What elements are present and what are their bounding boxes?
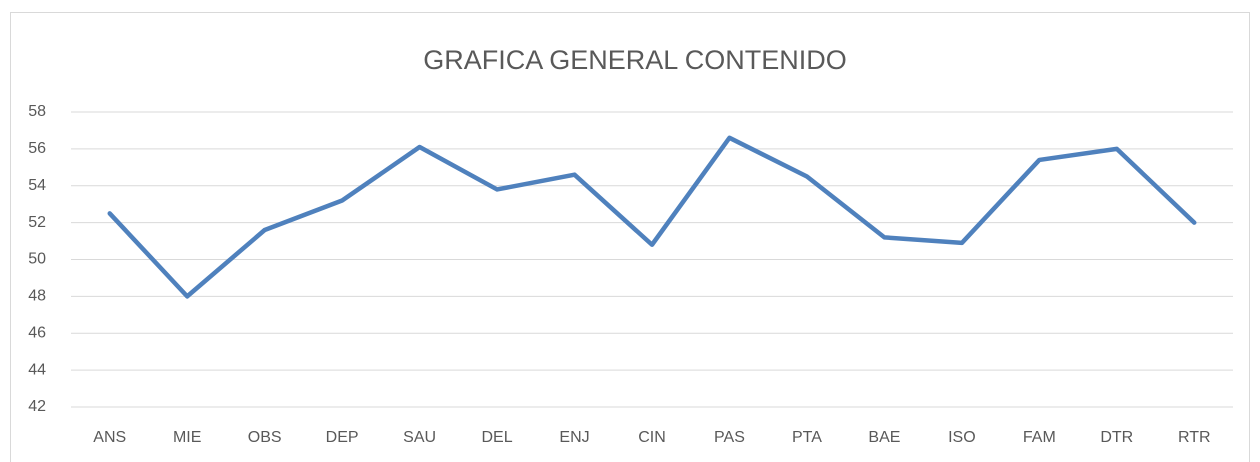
x-tick-label: PAS — [714, 429, 745, 446]
y-tick-label: 44 — [28, 361, 46, 378]
y-tick-label: 48 — [28, 288, 46, 305]
chart-frame — [10, 12, 1250, 462]
x-tick-label: FAM — [1023, 429, 1056, 446]
x-tick-label: ANS — [93, 429, 126, 446]
x-tick-label: DEP — [326, 429, 359, 446]
x-tick-label: ISO — [948, 429, 976, 446]
chart-title: GRAFICA GENERAL CONTENIDO — [423, 45, 847, 75]
x-tick-label: DTR — [1100, 429, 1133, 446]
x-tick-label: PTA — [792, 429, 822, 446]
y-tick-label: 54 — [28, 177, 46, 194]
line-series — [107, 135, 1197, 299]
y-tick-label: 58 — [28, 103, 46, 120]
x-tick-label: SAU — [403, 429, 436, 446]
x-tick-label: RTR — [1178, 429, 1211, 446]
x-tick-label: MIE — [173, 429, 201, 446]
x-tick-label: ENJ — [559, 429, 589, 446]
y-tick-label: 42 — [28, 398, 46, 415]
y-tick-label: 56 — [28, 140, 46, 157]
y-tick-label: 50 — [28, 251, 46, 268]
x-tick-label: DEL — [482, 429, 513, 446]
x-tick-label: CIN — [638, 429, 666, 446]
x-tick-label: BAE — [868, 429, 900, 446]
y-tick-label: 52 — [28, 214, 46, 231]
y-tick-label: 46 — [28, 324, 46, 341]
x-tick-label: OBS — [248, 429, 282, 446]
